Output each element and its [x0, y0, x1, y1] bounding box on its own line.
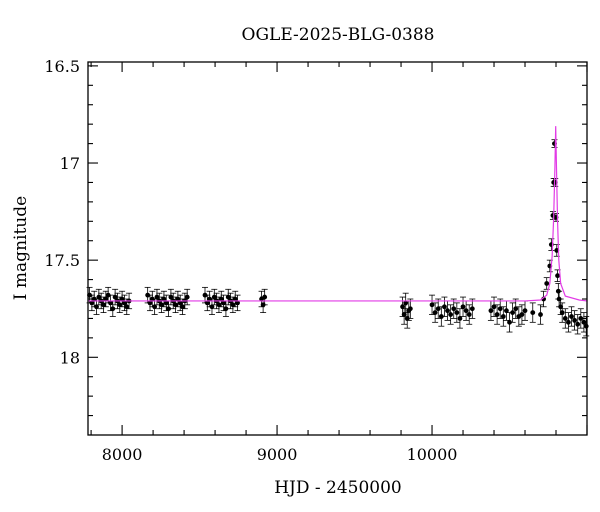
data-point — [554, 269, 561, 282]
data-point — [500, 306, 507, 327]
data-point — [463, 300, 470, 321]
data-point — [444, 300, 451, 321]
data-point — [172, 296, 179, 314]
y-axis: 16.5 17 17.5 18 — [44, 57, 587, 417]
x-tick-label: 10000 — [407, 445, 458, 464]
data-point — [518, 304, 525, 325]
data-point — [509, 302, 516, 323]
data-point — [112, 288, 119, 306]
data-point — [469, 298, 476, 319]
y-tick-label: 17 — [60, 154, 80, 173]
data-point — [574, 314, 581, 335]
data-point — [512, 298, 519, 319]
data-point — [568, 306, 575, 327]
data-point — [204, 294, 211, 312]
data-point — [177, 294, 184, 312]
y-axis-label: I magnitude — [11, 196, 31, 300]
data-point — [220, 294, 227, 312]
model-curve — [88, 126, 588, 302]
data-point — [441, 296, 448, 317]
data-point — [93, 298, 100, 315]
data-point — [460, 296, 467, 317]
data-point — [225, 288, 232, 306]
data-point — [232, 290, 239, 308]
chart-title: OGLE-2025-BLG-0388 — [242, 25, 435, 45]
x-tick-label: 8000 — [102, 445, 143, 464]
x-tick-label: 9000 — [257, 445, 298, 464]
data-point — [261, 288, 268, 306]
data-point — [453, 302, 460, 323]
data-point — [174, 290, 181, 308]
data-point — [163, 294, 170, 312]
data-point — [577, 308, 584, 329]
observations-series — [86, 139, 590, 337]
data-point — [466, 304, 473, 325]
data-point — [540, 290, 547, 308]
data-point — [107, 294, 114, 312]
data-point — [571, 310, 578, 331]
data-point — [432, 302, 439, 323]
y-tick-label: 17.5 — [44, 251, 80, 270]
data-point — [487, 300, 494, 321]
data-point — [565, 312, 572, 333]
data-point — [529, 302, 536, 323]
data-point — [184, 288, 191, 306]
data-point — [402, 292, 409, 314]
plot-frame — [87, 61, 588, 436]
data-point — [88, 294, 95, 312]
x-axis-label: HJD - 2450000 — [274, 478, 402, 498]
data-point — [450, 298, 457, 319]
data-point — [151, 298, 158, 315]
data-point — [491, 296, 498, 317]
data-point — [211, 288, 218, 306]
x-axis: 8000 9000 10000 — [90, 62, 588, 464]
y-tick-label: 16.5 — [44, 57, 80, 76]
data-point — [407, 298, 414, 319]
data-point — [234, 294, 241, 312]
data-point — [222, 300, 229, 317]
data-point — [562, 308, 569, 329]
data-point — [447, 304, 454, 325]
y-tick-label: 18 — [60, 348, 80, 367]
data-point — [537, 304, 544, 325]
data-point — [580, 312, 587, 333]
data-point — [522, 300, 529, 321]
data-point — [494, 304, 501, 325]
data-point — [435, 298, 442, 319]
data-point — [548, 238, 555, 251]
data-point — [559, 302, 566, 323]
plot-area: 8000 9000 10000 16.5 17 17.5 18 — [44, 57, 590, 464]
data-point — [497, 298, 504, 319]
data-point — [100, 296, 107, 314]
